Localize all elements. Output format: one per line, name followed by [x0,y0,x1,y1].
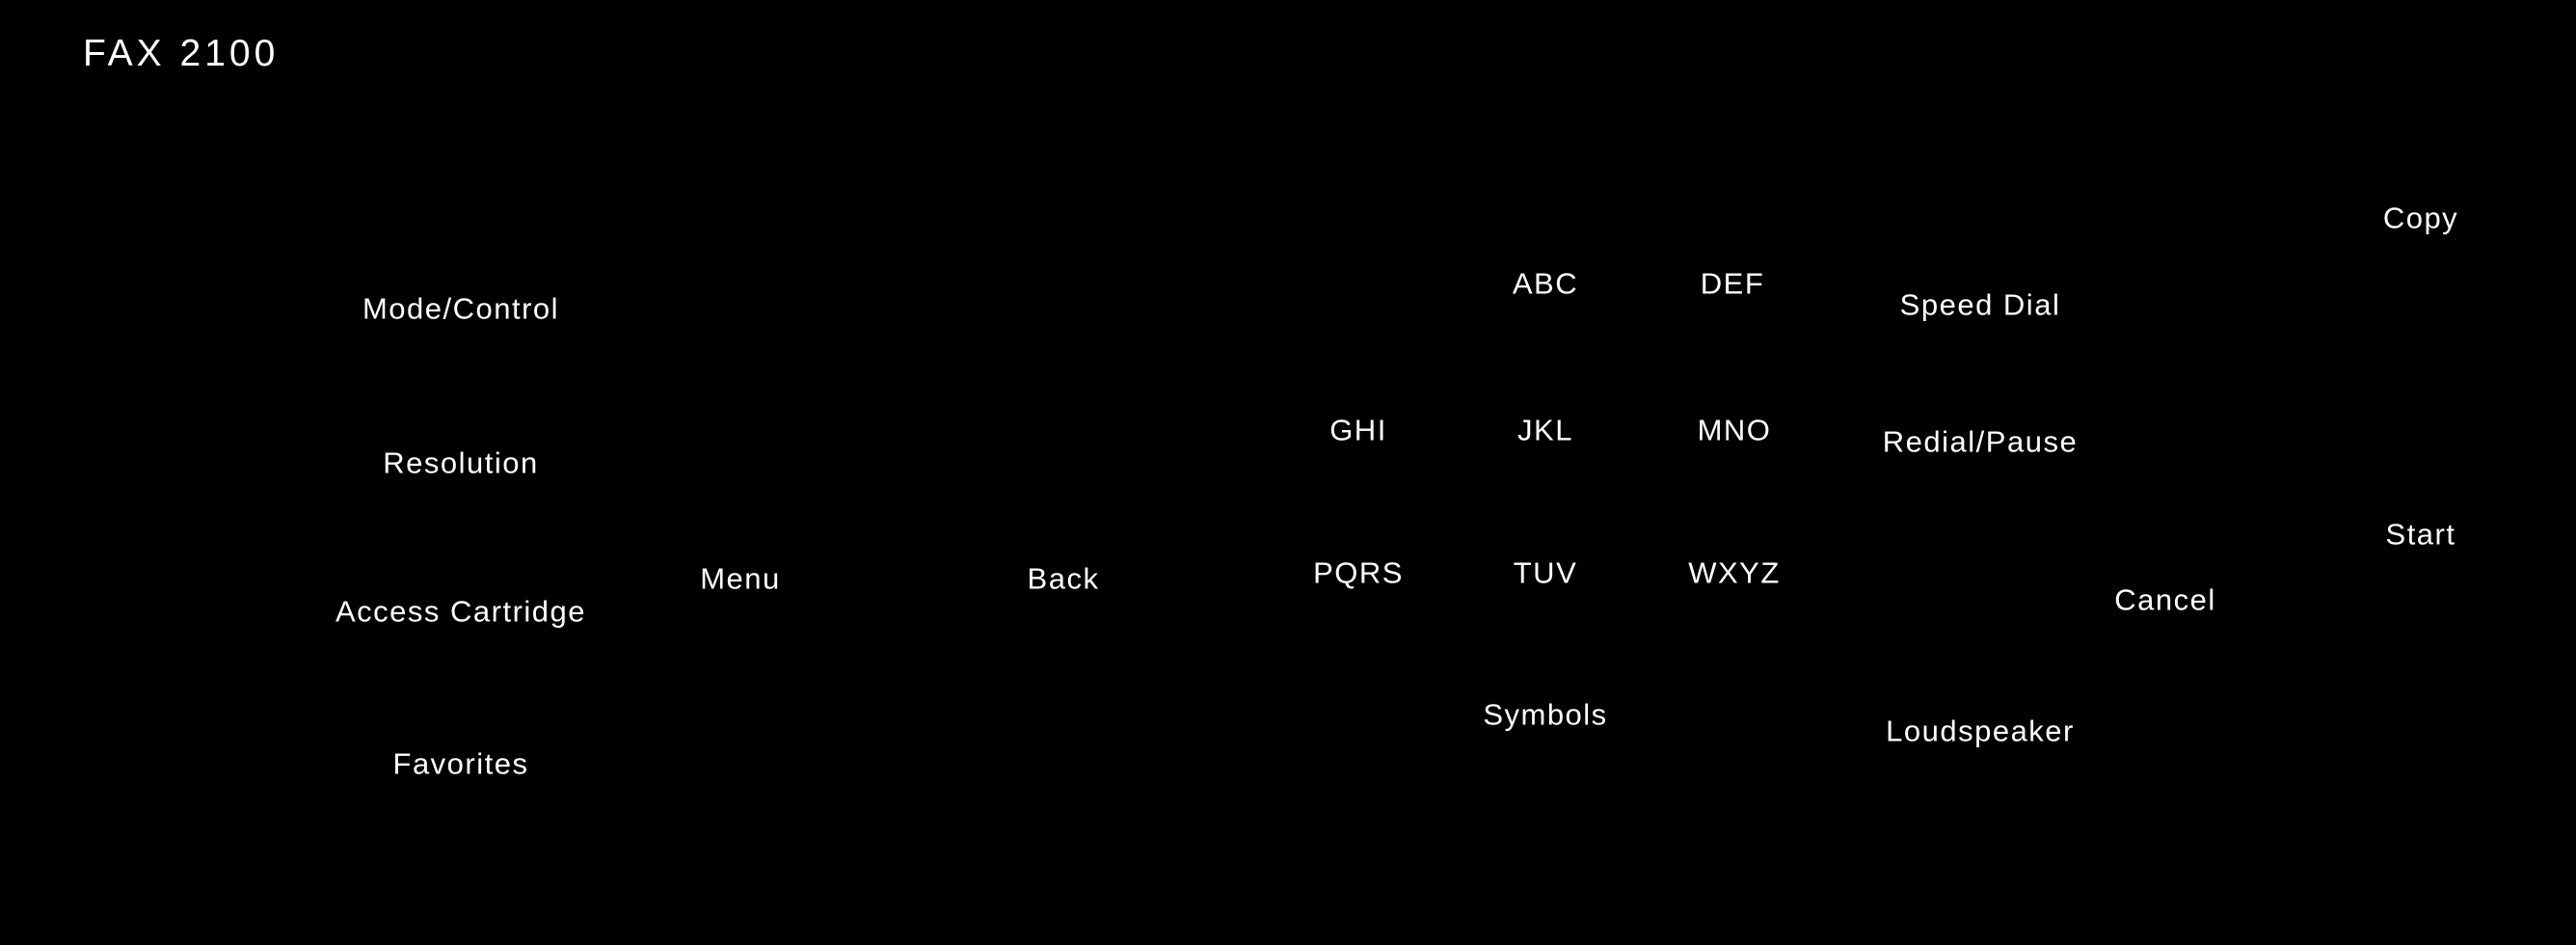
cancel-button[interactable]: Cancel [2114,582,2216,617]
redial-pause-button[interactable]: Redial/Pause [1882,424,2079,459]
loudspeaker-button[interactable]: Loudspeaker [1886,714,2075,748]
menu-button[interactable]: Menu [700,561,781,596]
favorites-button[interactable]: Favorites [392,746,529,781]
keypad-key-symbols[interactable]: Symbols [1483,697,1608,732]
copy-button[interactable]: Copy [2382,201,2459,235]
keypad-key-wxyz[interactable]: WXYZ [1688,555,1781,590]
keypad-key-pqrs[interactable]: PQRS [1313,555,1404,590]
keypad-key-mno[interactable]: MNO [1697,413,1772,447]
keypad-key-jkl[interactable]: JKL [1517,413,1573,447]
back-button[interactable]: Back [1027,561,1100,596]
keypad-key-ghi[interactable]: GHI [1329,413,1387,447]
start-button[interactable]: Start [2385,517,2456,552]
access-cartridge-button[interactable]: Access Cartridge [335,594,587,629]
keypad-key-def[interactable]: DEF [1700,266,1765,301]
keypad-key-tuv[interactable]: TUV [1513,555,1578,590]
keypad-key-abc[interactable]: ABC [1512,266,1579,301]
speed-dial-button[interactable]: Speed Dial [1899,287,2061,322]
device-title: FAX 2100 [83,33,280,74]
resolution-button[interactable]: Resolution [383,446,539,480]
mode-control-button[interactable]: Mode/Control [362,291,560,326]
